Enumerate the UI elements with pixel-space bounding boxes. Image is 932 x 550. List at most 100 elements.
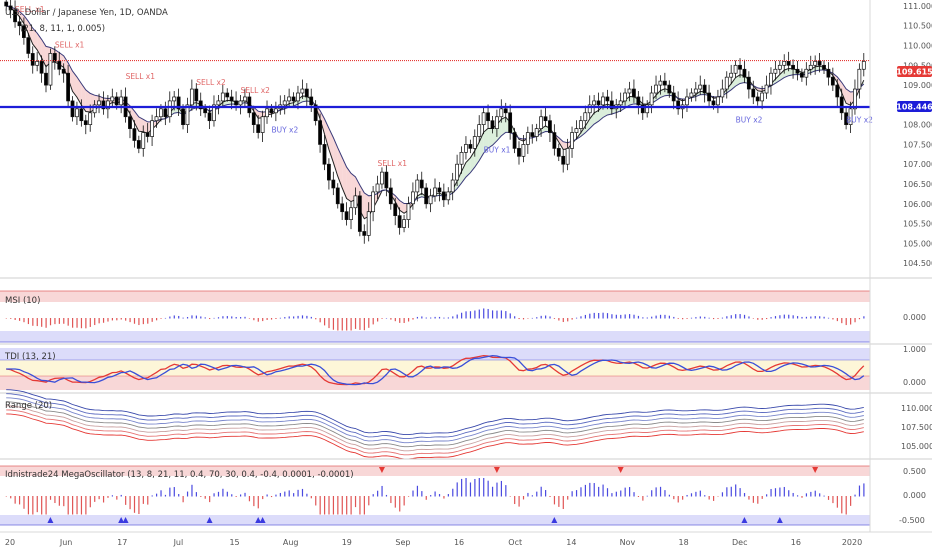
mega-bar (708, 496, 710, 500)
msi-bar (792, 315, 794, 319)
mega-bar (63, 496, 65, 507)
candle-body (813, 60, 818, 66)
mega-bar (527, 492, 529, 497)
msi-bar (94, 318, 96, 326)
mega-bar (651, 490, 653, 497)
msi-bar (239, 317, 242, 319)
msi-bar (244, 316, 246, 319)
ma-cloud-segment (320, 110, 325, 135)
candle-body (105, 100, 110, 110)
msi-bar (642, 317, 644, 319)
msi-bar (164, 317, 167, 319)
time-axis[interactable]: 20 Jun 17 Jul 15 Aug 19 Sep 16 Oct 14 Nov 18 Dec 16 202… (5, 538, 862, 547)
mega-bar (748, 496, 750, 500)
msi-bar (372, 318, 374, 325)
mega-bar (452, 488, 454, 497)
candle-body (141, 132, 146, 149)
ma-cloud-segment (660, 88, 665, 98)
candle-body (114, 96, 119, 106)
price-tick: 106.500 (903, 180, 932, 189)
mega-bar (752, 496, 754, 503)
oscillator-sell-marker (617, 467, 624, 473)
sell-signal-label: SELL x1 (378, 159, 408, 168)
candle-body (667, 84, 672, 94)
tdi-line (6, 354, 865, 386)
msi-bar (270, 318, 273, 320)
candle-body (21, 25, 26, 38)
candle-body (658, 80, 663, 86)
mega-bar (337, 496, 339, 515)
msi-bar (633, 314, 635, 319)
mega-bar (416, 485, 419, 497)
candle-body (839, 96, 844, 114)
mega-bar (518, 496, 520, 507)
range-band-line (6, 389, 864, 436)
msi-bar (18, 318, 21, 321)
msi-bar (399, 318, 401, 323)
msi-bar (726, 316, 728, 319)
msi-bar (186, 316, 189, 319)
mega-bar (138, 496, 140, 515)
msi-bar (310, 316, 312, 319)
msi-bar (766, 318, 768, 320)
ma-cloud-segment (143, 119, 148, 134)
candle-body (636, 96, 641, 106)
candle-body (578, 120, 583, 129)
mega-bar (505, 485, 507, 497)
candle-body (534, 128, 539, 137)
candle-body (340, 203, 345, 213)
msi-bar (266, 318, 268, 320)
mega-bar (372, 494, 374, 497)
mega-bar (178, 494, 180, 497)
mega-bar (509, 496, 511, 497)
mega-bar (637, 496, 640, 497)
msi-bar (558, 318, 560, 321)
candle-body (738, 64, 742, 70)
candle-body (357, 195, 362, 232)
time-tick: Nov (620, 538, 636, 547)
candle-body (844, 112, 849, 126)
ma-cloud-segment (563, 141, 568, 150)
msi-bar (377, 318, 379, 322)
candle-body (203, 108, 208, 114)
candle-body (671, 92, 676, 102)
candle-body (755, 96, 760, 102)
candle-body (344, 211, 349, 220)
candle-body (455, 163, 459, 181)
ma-cloud-segment (227, 100, 232, 105)
price-axis[interactable]: 111.000110.500110.000109.500109.000108.5… (903, 2, 932, 268)
time-tick: 18 (679, 538, 689, 547)
msi-bar (620, 314, 622, 319)
mega-bar (500, 480, 503, 497)
ma-cloud-segment (488, 128, 493, 149)
mega-tick-2: 0.000 (903, 491, 926, 500)
msi-bar (522, 318, 525, 320)
msi-bar (461, 312, 463, 319)
mega-bar (120, 494, 122, 497)
candle-body (4, 1, 9, 7)
mega-bar (270, 496, 273, 498)
mega-bar (18, 496, 21, 505)
candle-body (512, 132, 517, 149)
mega-bar (858, 485, 861, 497)
candle-body (711, 100, 716, 106)
candle-body (48, 53, 53, 86)
candle-body (304, 88, 309, 98)
msi-bar (624, 314, 626, 319)
mega-bar (257, 496, 259, 509)
mega-bar (217, 491, 220, 497)
candle-body (101, 100, 106, 110)
msi-bar (85, 318, 87, 329)
ma-cloud-segment (333, 137, 338, 177)
candle-body (44, 72, 48, 86)
candle-body (128, 116, 132, 129)
msi-bar (739, 314, 741, 319)
mega-bar (94, 496, 96, 502)
ma-cloud-segment (580, 126, 586, 137)
msi-histogram (5, 308, 865, 331)
msi-bar (235, 317, 237, 319)
msi-bar (138, 318, 140, 326)
mega-bar (461, 478, 463, 497)
msi-bar (571, 318, 573, 320)
range-tick-2: 107.500 (901, 423, 932, 432)
